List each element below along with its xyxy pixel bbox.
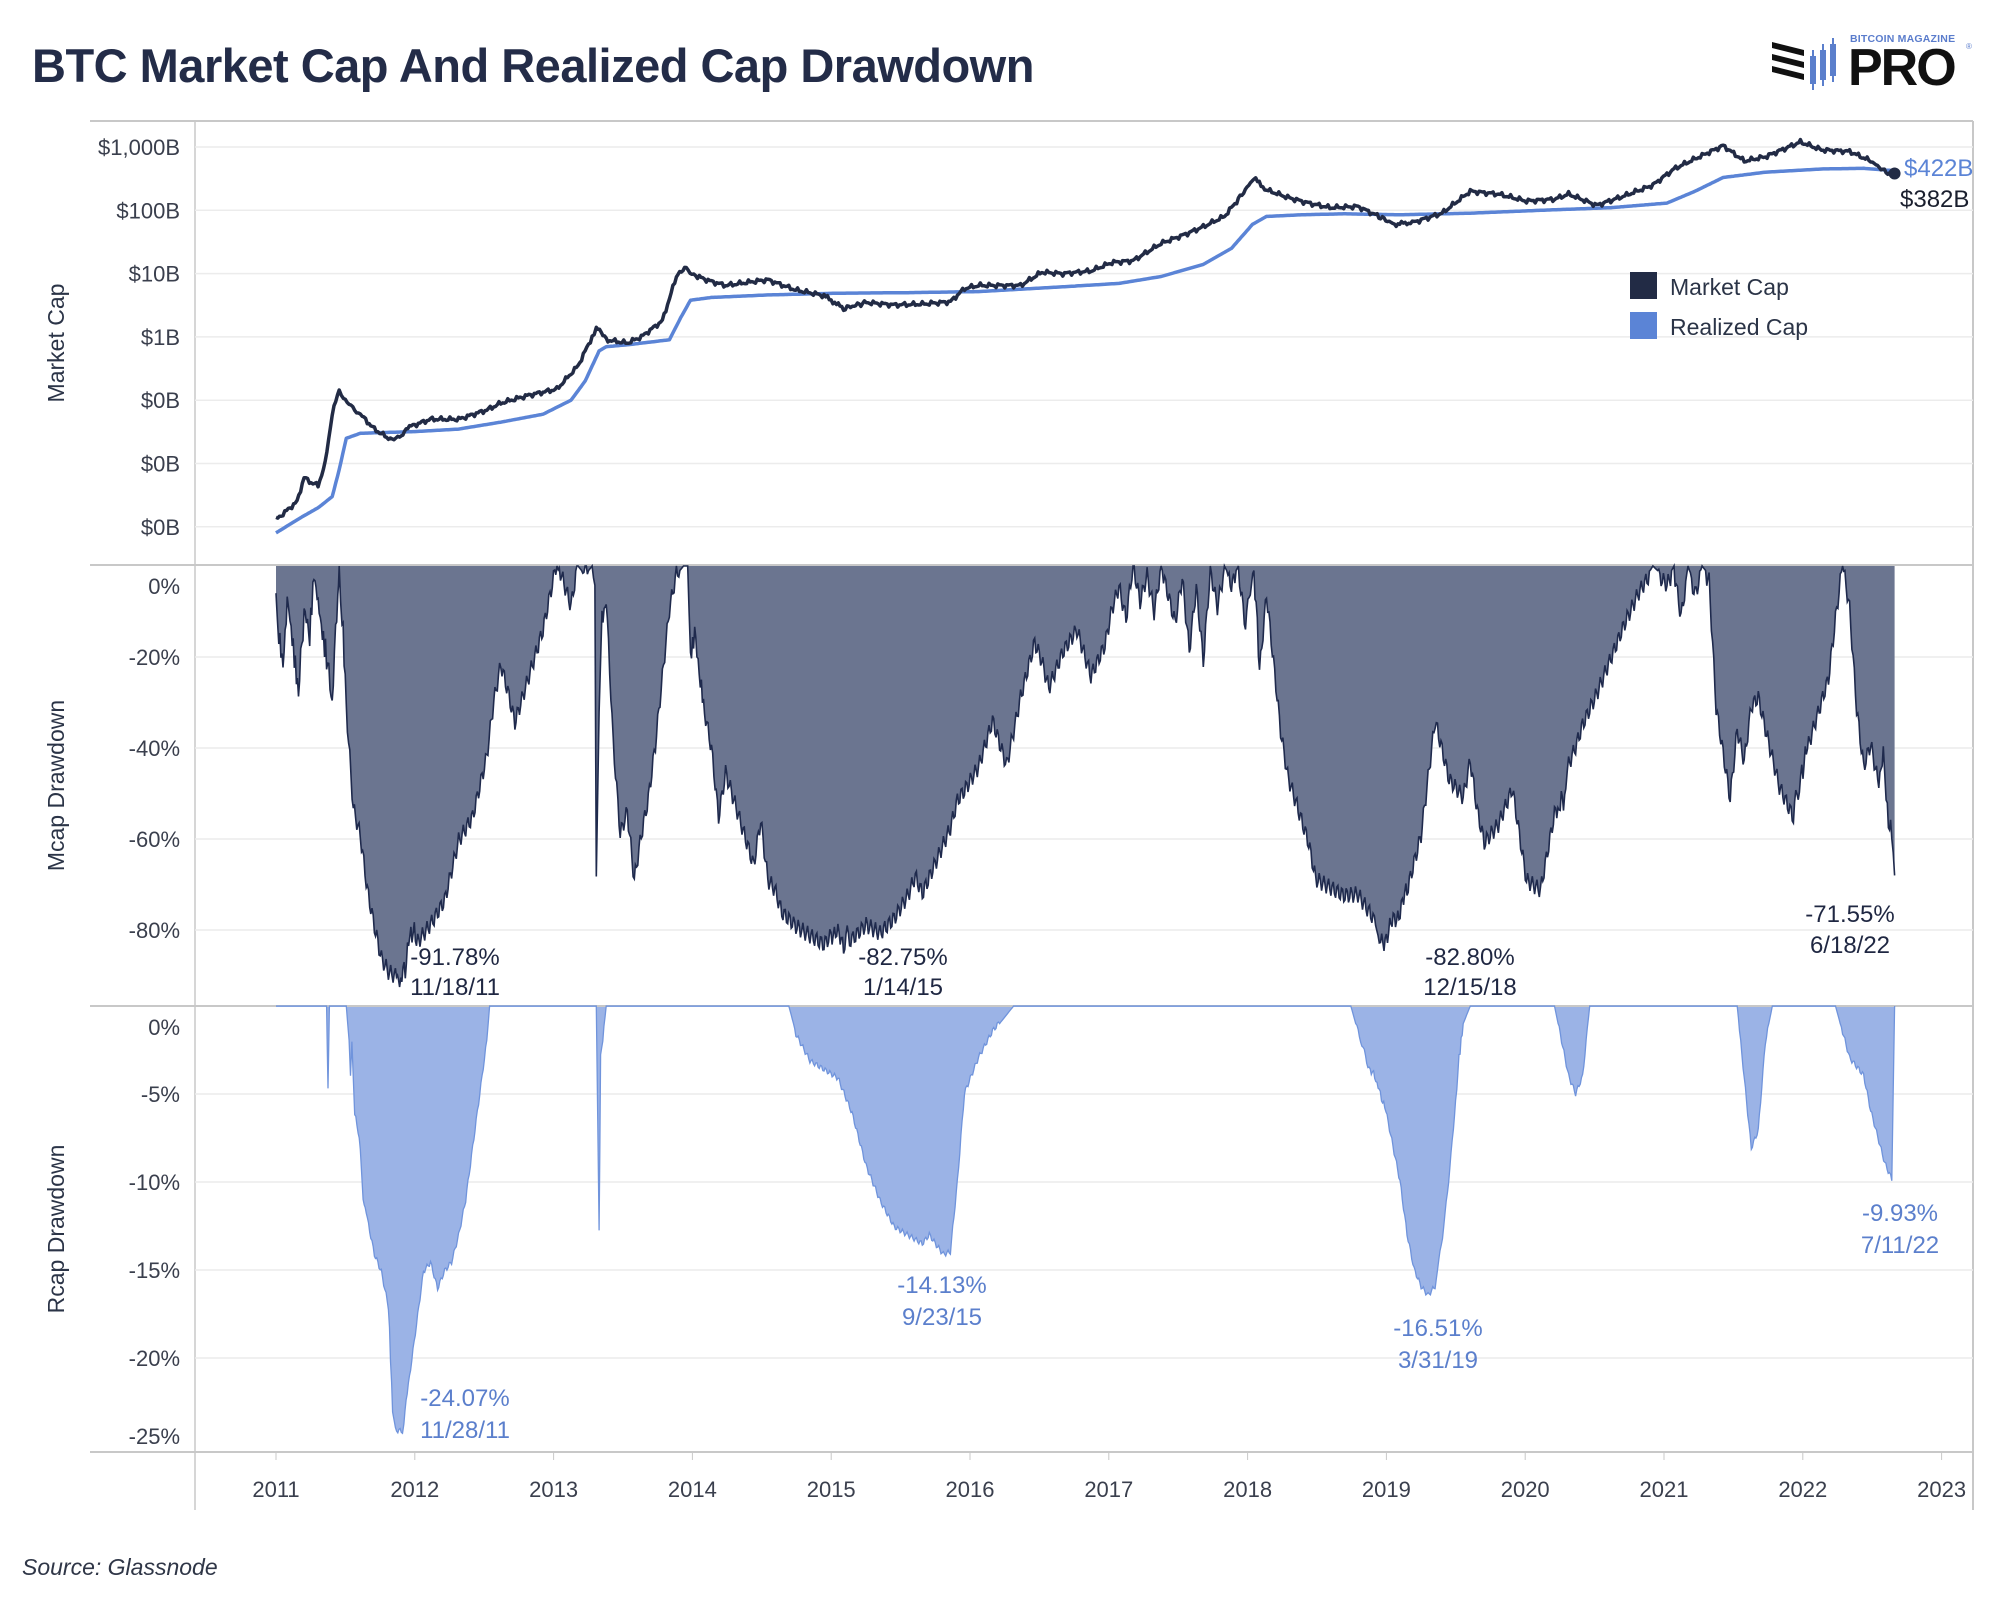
y-tick-label: $10B xyxy=(129,262,180,287)
y-tick-label: 0% xyxy=(148,574,180,599)
rcap-drawdown-annotation-date: 11/28/11 xyxy=(420,1417,510,1444)
x-tick-label: 2023 xyxy=(1917,1477,1966,1502)
x-tick-label: 2022 xyxy=(1778,1477,1827,1502)
rcap-drawdown-annotation-date: 3/31/19 xyxy=(1398,1347,1478,1374)
legend-label-realized-cap: Realized Cap xyxy=(1670,314,1808,340)
logo-registered-mark: ® xyxy=(1966,42,1972,51)
axis-title: Market Cap xyxy=(43,284,69,403)
y-tick-label: -20% xyxy=(129,1346,180,1371)
x-tick-label: 2016 xyxy=(946,1477,995,1502)
y-tick-label: -15% xyxy=(129,1258,180,1283)
x-tick-label: 2012 xyxy=(390,1477,439,1502)
y-tick-label: -25% xyxy=(129,1424,180,1449)
x-tick-label: 2021 xyxy=(1640,1477,1689,1502)
y-tick-label: -10% xyxy=(129,1170,180,1195)
rcap-drawdown-line xyxy=(276,1005,1896,1435)
y-tick-label: -40% xyxy=(129,736,180,761)
legend-label-market-cap: Market Cap xyxy=(1670,274,1789,300)
x-tick-labels: 2011 2012 2013 2014 2015 2016 2017 2018 2019 2020… xyxy=(252,1452,1966,1502)
rcap-drawdown-annotation-date: 9/23/15 xyxy=(902,1304,982,1331)
x-tick-label: 2015 xyxy=(807,1477,856,1502)
axis-title: Rcap Drawdown xyxy=(43,1145,69,1314)
market-cap-end-label: $382B xyxy=(1900,186,1969,213)
x-tick-label: 2020 xyxy=(1501,1477,1550,1502)
legend-swatch-market-cap xyxy=(1630,272,1657,299)
y-tick-label: -60% xyxy=(129,827,180,852)
mcap-drawdown-annotation-date: 6/18/22 xyxy=(1810,932,1890,959)
x-tick-label: 2011 xyxy=(252,1477,299,1502)
rcap-drawdown-annotation-value: -24.07% xyxy=(420,1385,509,1412)
mcap-drawdown-annotation-value: -91.78% xyxy=(410,944,499,971)
logo-tagline: BITCOIN MAGAZINE xyxy=(1850,33,1956,45)
x-tick-label: 2014 xyxy=(668,1477,717,1502)
mcap-drawdown-annotation-value: -71.55% xyxy=(1805,901,1894,928)
x-tick-label: 2017 xyxy=(1084,1477,1133,1502)
rcap-drawdown-annotation-date: 7/11/22 xyxy=(1861,1232,1939,1259)
x-tick-label: 2019 xyxy=(1362,1477,1411,1502)
y-tick-label: $0B xyxy=(141,452,180,477)
y-tick-labels: $1,000B $100B $10B $1B $0B $0B $0B 0% -20% -40% -6… xyxy=(98,135,180,1449)
legend-swatch-realized-cap xyxy=(1630,312,1657,339)
bitcoin-magazine-pro-logo: BITCOIN MAGAZINE PRO ® xyxy=(1770,30,1982,96)
axis-title: Mcap Drawdown xyxy=(43,700,69,871)
y-tick-label: $1,000B xyxy=(98,135,180,160)
logo-bars-icon xyxy=(1772,38,1836,90)
market-cap-end-marker xyxy=(1888,167,1901,180)
y-tick-label: -80% xyxy=(129,918,180,943)
rcap-drawdown-fill xyxy=(276,1006,1895,1434)
rcap-drawdown-annotation-value: -14.13% xyxy=(897,1272,986,1299)
y-tick-label: $0B xyxy=(141,388,180,413)
market-cap-line xyxy=(275,137,1896,520)
realized-cap-line xyxy=(275,166,1895,535)
y-tick-label: -5% xyxy=(141,1082,180,1107)
rcap-drawdown-annotation-value: -9.93% xyxy=(1862,1200,1938,1227)
x-tick-label: 2013 xyxy=(529,1477,578,1502)
page-title: BTC Market Cap And Realized Cap Drawdown xyxy=(32,39,1034,92)
rcap-drawdown-area xyxy=(276,1005,1896,1435)
annotations: -91.78% 11/18/11 -82.75% 1/14/15 -82.80% 12/1… xyxy=(410,901,1939,1444)
mcap-drawdown-annotation-date: 12/15/18 xyxy=(1423,974,1516,1001)
y-tick-label: -20% xyxy=(129,645,180,670)
y-tick-label: $0B xyxy=(141,515,180,540)
mcap-drawdown-fill xyxy=(276,566,1895,987)
mcap-drawdown-area xyxy=(275,563,1896,988)
y-tick-label: 0% xyxy=(148,1015,180,1040)
rcap-drawdown-annotation-value: -16.51% xyxy=(1393,1315,1482,1342)
market-cap-lines: $422B $382B xyxy=(275,137,1973,535)
mcap-drawdown-annotation-value: -82.80% xyxy=(1425,944,1514,971)
mcap-drawdown-annotation-date: 1/14/15 xyxy=(863,974,943,1001)
x-tick-label: 2018 xyxy=(1223,1477,1272,1502)
mcap-drawdown-annotation-value: -82.75% xyxy=(858,944,947,971)
mcap-drawdown-line xyxy=(275,563,1896,988)
legend: Market Cap Realized Cap xyxy=(1630,272,1808,340)
mcap-drawdown-annotation-date: 11/18/11 xyxy=(410,974,500,1001)
realized-cap-end-label: $422B xyxy=(1904,155,1973,182)
axis-titles: Market Cap Mcap Drawdown Rcap Drawdown xyxy=(43,284,69,1314)
logo-wordmark: PRO xyxy=(1848,39,1957,97)
y-tick-label: $1B xyxy=(141,325,180,350)
source-note: Source: Glassnode xyxy=(22,1554,218,1580)
y-tick-label: $100B xyxy=(116,198,180,223)
